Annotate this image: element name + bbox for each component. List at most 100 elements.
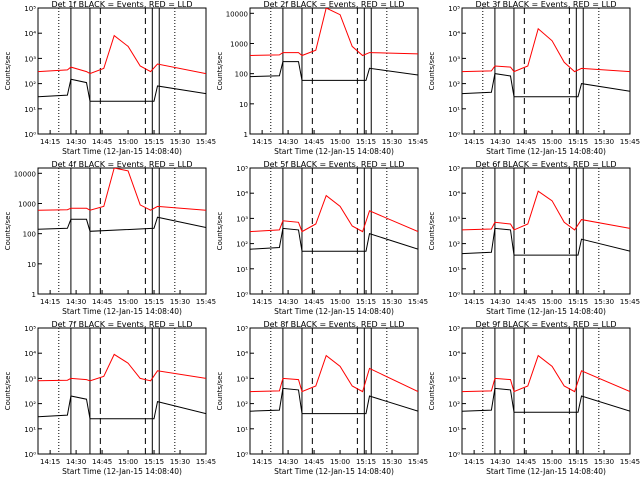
chart-panel-6: Det 6f BLACK = Events, RED = LLD 10⁰ 10¹ 10… [428,160,640,316]
y-axis-label: Counts/sec [428,52,436,91]
x-tick-label: 14:15 [40,298,60,306]
x-tick-label: 14:30 [490,458,510,466]
x-tick-label: 15:45 [620,298,640,306]
series-events-line [250,227,418,252]
y-tick-label: 10³ [24,55,36,63]
chart-panel-8: Det 8f BLACK = Events, RED = LLD 10⁰ 10¹ 10… [216,320,428,476]
x-tick-label: 14:30 [278,298,298,306]
chart-title: Det 8f BLACK = Events, RED = LLD [263,320,404,329]
y-tick-label: 10⁰ [236,291,248,299]
chart-title: Det 9f BLACK = Events, RED = LLD [475,320,616,329]
plot-frame [37,327,207,455]
y-tick-label: 10⁴ [236,190,248,198]
chart-panel-4: Det 4f BLACK = Events, RED = LLD 1 10 100 10… [4,160,216,316]
plot-frame [37,167,207,295]
series-lld-line [462,190,630,231]
x-tick-label: 15:45 [620,138,640,146]
y-tick-label: 10⁰ [448,451,460,459]
x-tick-label: 14:15 [464,458,484,466]
x-tick-label: 15:00 [118,458,138,466]
chart-panel-3: Det 3f BLACK = Events, RED = LLD 10⁰ 10¹ 10… [428,0,640,156]
x-tick-label: 15:15 [568,458,588,466]
y-axis-label: Counts/sec [4,52,12,91]
chart-title: Det 4f BLACK = Events, RED = LLD [51,160,192,169]
series-events-line [38,78,206,102]
x-tick-label: 15:00 [542,298,562,306]
plot-frame [249,327,419,455]
series-events-line [38,216,206,232]
y-tick-label: 10³ [448,215,460,223]
series-lld-line [38,353,206,382]
plot-frame [461,167,631,295]
x-tick-label: 15:30 [382,138,402,146]
x-tick-label: 15:15 [144,458,164,466]
y-tick-label: 10¹ [236,426,248,434]
series-lld-line [250,354,418,393]
x-tick-label: 15:15 [144,138,164,146]
x-tick-label: 14:15 [252,298,272,306]
x-tick-label: 14:15 [40,138,60,146]
y-tick-label: 10³ [448,55,460,63]
chart-panel-5: Det 5f BLACK = Events, RED = LLD 10⁰ 10¹ 10… [216,160,428,316]
y-tick-label: 10⁴ [24,350,36,358]
x-tick-label: 15:00 [118,298,138,306]
x-tick-label: 14:30 [66,298,86,306]
x-tick-label: 14:45 [516,298,536,306]
y-tick-label: 10⁵ [24,325,36,333]
y-axis-label: Counts/sec [428,212,436,251]
chart-panel-9: Det 9f BLACK = Events, RED = LLD 10⁰ 10¹ 10… [428,320,640,476]
series-events-line [250,387,418,415]
x-axis-label: Start Time (12-Jan-15 14:08:40) [62,147,182,156]
x-tick-label: 15:15 [356,298,376,306]
series-lld-line [462,354,630,393]
x-tick-label: 14:45 [304,298,324,306]
chart-title: Det 7f BLACK = Events, RED = LLD [51,320,192,329]
y-tick-label: 100 [235,71,248,79]
x-tick-label: 15:30 [170,298,190,306]
x-tick-label: 15:15 [356,138,376,146]
y-axis-label: Counts/sec [428,372,436,411]
x-axis-label: Start Time (12-Jan-15 14:08:40) [274,307,394,316]
series-lld-line [250,194,418,233]
x-tick-label: 14:30 [278,458,298,466]
y-tick-label: 10⁰ [236,451,248,459]
x-tick-label: 15:30 [594,458,614,466]
y-tick-label: 10² [236,401,248,409]
series-events-line [462,73,630,98]
y-tick-label: 10³ [24,375,36,383]
x-axis-label: Start Time (12-Jan-15 14:08:40) [62,467,182,476]
y-axis-label: Counts/sec [4,212,12,251]
plot-frame [461,7,631,135]
y-tick-label: 10⁴ [24,30,36,38]
y-tick-label: 10⁴ [448,350,460,358]
x-tick-label: 15:00 [118,138,138,146]
y-tick-label: 10⁴ [448,30,460,38]
y-tick-label: 10³ [448,375,460,383]
x-tick-label: 14:45 [92,298,112,306]
chart-title: Det 6f BLACK = Events, RED = LLD [475,160,616,169]
y-tick-label: 10⁰ [448,131,460,139]
x-axis-label: Start Time (12-Jan-15 14:08:40) [274,147,394,156]
y-axis-label: Counts/sec [4,372,12,411]
x-tick-label: 14:15 [40,458,60,466]
x-tick-label: 15:30 [594,298,614,306]
y-tick-label: 10¹ [448,106,460,114]
chart-panel-1: Det 1f BLACK = Events, RED = LLD 10⁰ 10¹ 10… [4,0,216,156]
y-tick-label: 10⁵ [448,5,460,13]
y-tick-label: 10⁵ [236,165,248,173]
x-tick-label: 15:45 [196,138,216,146]
y-tick-label: 1000 [18,200,36,208]
series-lld-line [250,8,418,57]
x-tick-label: 15:00 [330,138,350,146]
chart-title: Det 2f BLACK = Events, RED = LLD [263,0,404,9]
series-events-line [250,61,418,81]
y-tick-label: 10000 [226,10,248,18]
x-tick-label: 15:15 [568,298,588,306]
x-tick-label: 15:45 [408,458,428,466]
x-tick-label: 14:45 [304,458,324,466]
y-tick-label: 10⁵ [24,5,36,13]
series-events-line [462,387,630,413]
y-tick-label: 10⁵ [448,165,460,173]
x-tick-label: 14:15 [464,138,484,146]
